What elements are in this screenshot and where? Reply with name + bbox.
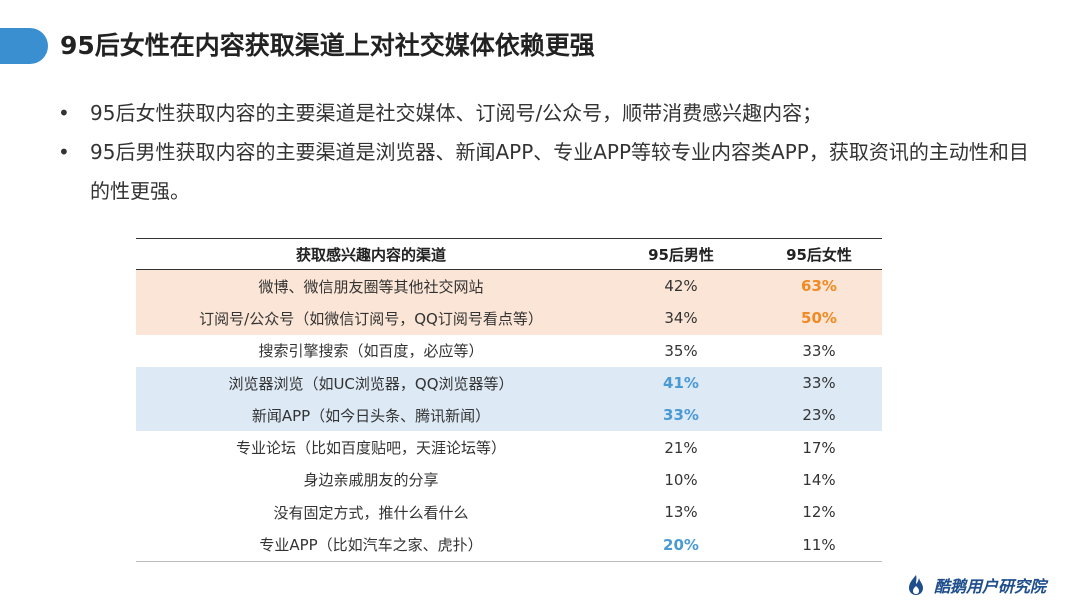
cell-male: 21% — [664, 438, 698, 457]
bullet-item-male: • 95后男性获取内容的主要渠道是浏览器、新闻APP、专业APP等较专业内容类A… — [58, 133, 1048, 211]
channel-table: 获取感兴趣内容的渠道 95后男性 95后女性 微博、微信朋友圈等其他社交网站 4… — [136, 238, 882, 562]
cell-female: 17% — [802, 438, 836, 457]
penguin-flame-icon — [909, 575, 923, 595]
bullet-marker: • — [58, 140, 70, 164]
logo-text: 酷鹅用户研究院 — [934, 577, 1047, 596]
header-female: 95后女性 — [756, 238, 882, 270]
table-row: 微博、微信朋友圈等其他社交网站 42% 63% — [136, 269, 882, 303]
cell-channel: 浏览器浏览（如UC浏览器，QQ浏览器等） — [136, 366, 606, 400]
cell-female: 14% — [802, 470, 836, 489]
bullet-item-female: • 95后女性获取内容的主要渠道是社交媒体、订阅号/公众号，顺带消费感兴趣内容； — [58, 94, 1048, 133]
cell-female: 12% — [802, 503, 836, 522]
table-row: 订阅号/公众号（如微信订阅号，QQ订阅号看点等） 34% 50% — [136, 302, 882, 335]
header-male: 95后男性 — [606, 238, 756, 270]
table-row: 专业论坛（比如百度贴吧，天涯论坛等） 21% 17% — [136, 431, 882, 463]
bullet-marker: • — [58, 101, 70, 125]
title-accent-bar — [0, 28, 48, 64]
cell-male: 13% — [664, 503, 698, 522]
table-row: 没有固定方式，推什么看什么 13% 12% — [136, 496, 882, 528]
cell-channel: 身边亲戚朋友的分享 — [303, 471, 439, 490]
cell-male: 10% — [664, 470, 698, 489]
cell-female: 33% — [802, 341, 836, 360]
cell-male: 35% — [664, 341, 698, 360]
table-row: 浏览器浏览（如UC浏览器，QQ浏览器等） 41% 33% — [136, 366, 882, 400]
slide-title: 95后女性在内容获取渠道上对社交媒体依赖更强 — [60, 31, 595, 60]
cell-female: 11% — [756, 528, 882, 562]
bullet-text: 95后男性获取内容的主要渠道是浏览器、新闻APP、专业APP等较专业内容类APP… — [90, 140, 1029, 203]
cell-channel: 专业论坛（比如百度贴吧，天涯论坛等） — [235, 439, 506, 458]
bullet-text: 95后女性获取内容的主要渠道是社交媒体、订阅号/公众号，顺带消费感兴趣内容； — [90, 101, 823, 125]
cell-female-highlight: 63% — [756, 269, 882, 303]
cell-male: 42% — [606, 269, 756, 303]
cell-female: 33% — [756, 366, 882, 400]
cell-channel: 新闻APP（如今日头条、腾讯新闻） — [136, 399, 606, 432]
cell-female: 23% — [756, 399, 882, 432]
cell-channel: 专业APP（比如汽车之家、虎扑） — [136, 528, 606, 562]
table-row: 专业APP（比如汽车之家、虎扑） 20% 11% — [136, 528, 882, 562]
cell-female-highlight: 50% — [756, 302, 882, 335]
cell-male-highlight: 20% — [606, 528, 756, 562]
cell-channel: 没有固定方式，推什么看什么 — [273, 503, 469, 522]
cell-male-highlight: 33% — [606, 399, 756, 432]
table-row: 身边亲戚朋友的分享 10% 14% — [136, 464, 882, 496]
cell-channel: 微博、微信朋友圈等其他社交网站 — [136, 269, 606, 303]
cell-channel: 订阅号/公众号（如微信订阅号，QQ订阅号看点等） — [136, 302, 606, 335]
cell-channel: 搜索引擎搜索（如百度，必应等） — [258, 342, 484, 361]
table-row: 搜索引擎搜索（如百度，必应等） 35% 33% — [136, 335, 882, 367]
table-row: 新闻APP（如今日头条、腾讯新闻） 33% 23% — [136, 399, 882, 432]
cell-male-highlight: 41% — [606, 366, 756, 400]
bullet-list: • 95后女性获取内容的主要渠道是社交媒体、订阅号/公众号，顺带消费感兴趣内容；… — [58, 94, 1048, 211]
table-header-row: 获取感兴趣内容的渠道 95后男性 95后女性 — [136, 238, 882, 270]
cell-male: 34% — [606, 302, 756, 335]
header-channel: 获取感兴趣内容的渠道 — [136, 238, 606, 270]
brand-logo: 酷鹅用户研究院 — [904, 572, 1046, 598]
